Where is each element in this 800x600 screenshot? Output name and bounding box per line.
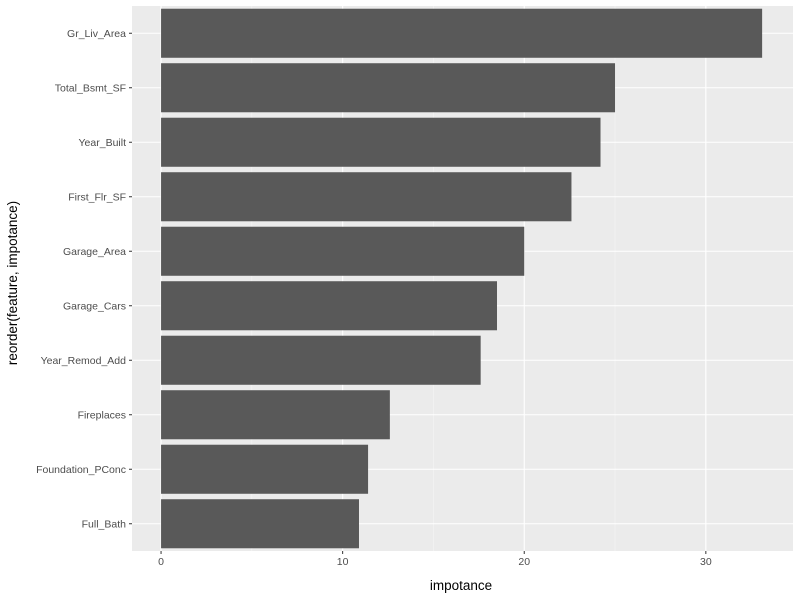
y-tick-label: Year_Built (79, 137, 127, 149)
x-axis: 0 10 20 30 (158, 551, 712, 568)
bar-full-bath (161, 499, 359, 549)
y-tick-label: Garage_Area (63, 246, 126, 258)
bar-year-built (161, 117, 601, 167)
y-axis-title: reorder(feature, impotance) (5, 201, 20, 365)
bar-garage-area (161, 226, 525, 276)
y-tick-label: Foundation_PConc (36, 464, 126, 476)
bar-foundation-pconc (161, 444, 369, 494)
bar-year-remod-add (161, 335, 481, 385)
bar-total-bsmt-sf (161, 63, 616, 113)
bar-fireplaces (161, 390, 390, 440)
bar-gr-liv-area (161, 8, 763, 58)
bar-layer (161, 8, 763, 549)
y-tick-label: Garage_Cars (63, 300, 126, 312)
bar-garage-cars (161, 281, 498, 331)
y-tick-label: Fireplaces (78, 409, 126, 421)
y-tick-label: Full_Bath (82, 518, 127, 530)
x-tick-label: 10 (337, 556, 349, 568)
x-axis-title: impotance (430, 578, 492, 593)
y-tick-label: Year_Remod_Add (41, 355, 127, 367)
x-tick-label: 20 (518, 556, 530, 568)
y-tick-label: Gr_Liv_Area (67, 28, 126, 40)
y-axis: Gr_Liv_Area Total_Bsmt_SF Year_Built First_… (36, 28, 132, 530)
y-tick-label: Total_Bsmt_SF (55, 82, 126, 94)
x-tick-label: 30 (700, 556, 712, 568)
x-tick-label: 0 (158, 556, 164, 568)
bar-first-flr-sf (161, 172, 572, 222)
y-tick-label: First_Flr_SF (68, 191, 126, 203)
